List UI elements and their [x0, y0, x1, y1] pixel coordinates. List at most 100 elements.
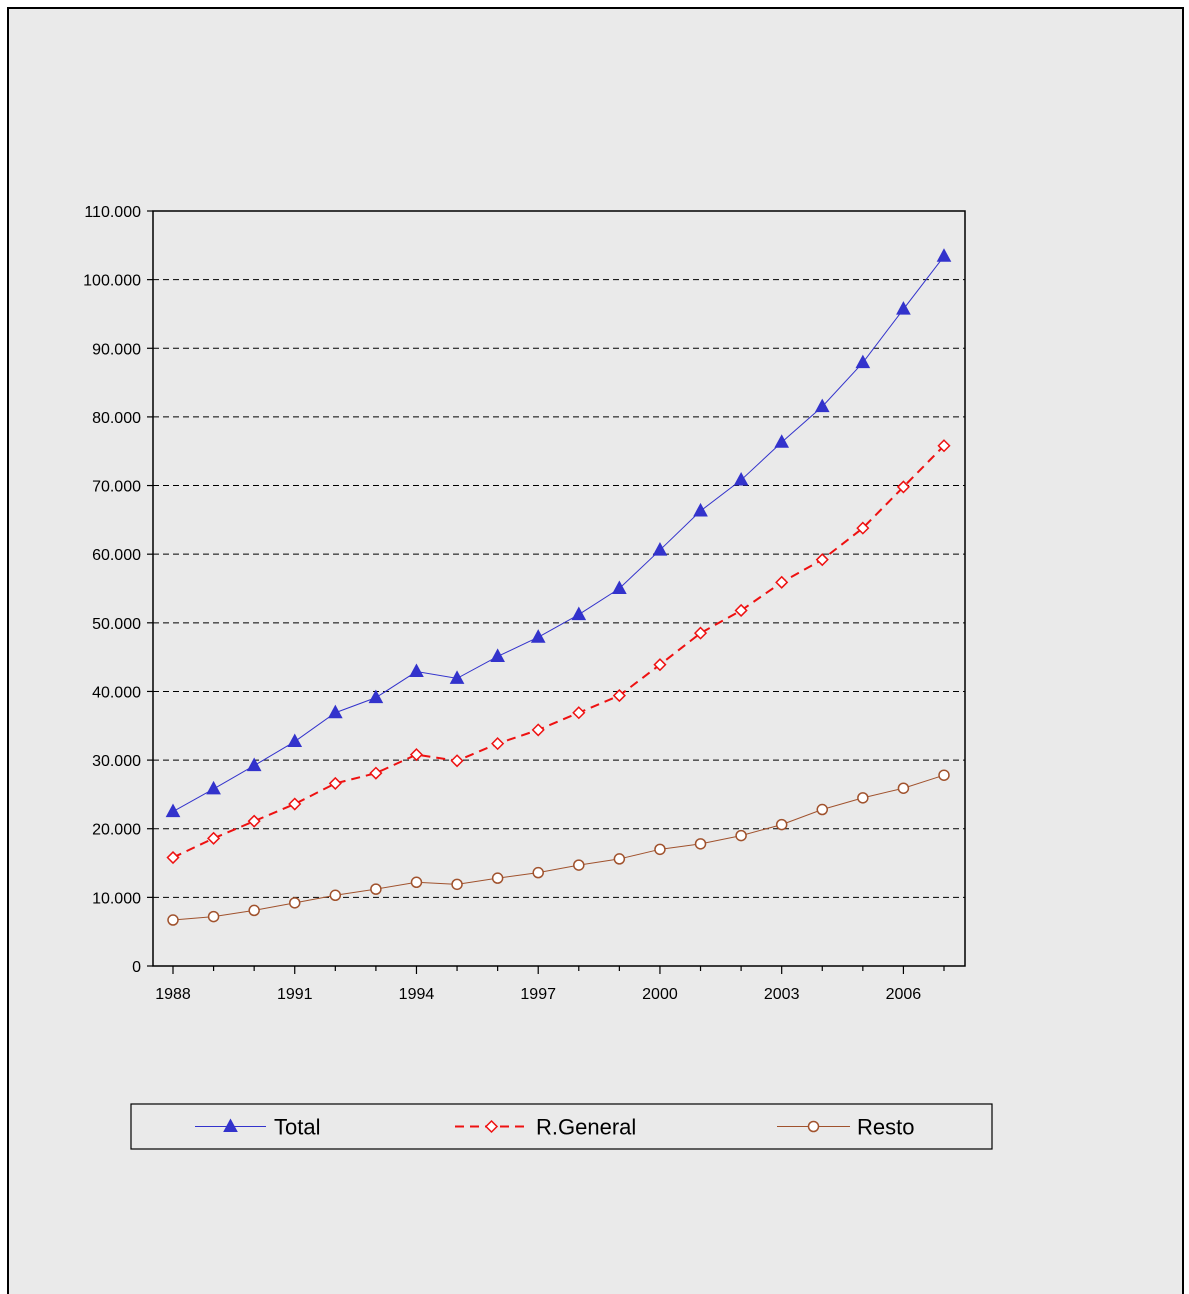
x-tick-label: 1988 — [155, 986, 191, 1003]
x-tick-label: 2006 — [886, 986, 922, 1003]
data-point-r-general — [572, 706, 586, 720]
data-point-r-general — [450, 754, 464, 768]
series-resto — [167, 769, 950, 926]
data-point-total — [368, 689, 384, 704]
data-point-r-general — [937, 439, 951, 453]
data-point-resto — [735, 829, 747, 842]
data-point-r-general — [531, 723, 545, 737]
data-point-resto — [329, 889, 342, 902]
y-tick-label: 10.000 — [92, 890, 141, 907]
y-tick-label: 60.000 — [92, 547, 141, 564]
data-point-total — [327, 704, 343, 719]
data-point-resto — [207, 910, 220, 923]
data-point-r-general — [612, 689, 626, 703]
series-r-general — [166, 439, 951, 865]
data-point-r-general — [207, 831, 221, 845]
data-point-r-general — [166, 850, 180, 865]
data-point-resto — [897, 782, 910, 794]
data-point-total — [165, 803, 181, 818]
data-point-resto — [938, 769, 950, 781]
data-point-total — [287, 733, 303, 748]
series-total — [165, 248, 952, 818]
data-point-r-general — [734, 603, 748, 618]
data-point-total — [409, 663, 424, 678]
series-line-total — [172, 255, 945, 813]
data-point-total — [896, 301, 911, 315]
data-point-resto — [167, 914, 179, 926]
y-tick-label: 70.000 — [92, 479, 141, 496]
x-tick-label: 2003 — [764, 986, 800, 1003]
data-point-resto — [451, 878, 463, 891]
data-point-total — [490, 648, 505, 662]
series-group — [165, 248, 952, 926]
data-point-total — [612, 580, 627, 594]
y-tick-label: 110.000 — [84, 204, 141, 221]
legend-marker-resto — [807, 1120, 820, 1133]
data-point-r-general — [693, 626, 708, 640]
data-point-resto — [491, 872, 504, 884]
data-point-r-general — [491, 737, 505, 751]
data-point-total — [936, 248, 952, 262]
legend-label-r-general: R.General — [536, 1115, 636, 1140]
legend-label-total: Total — [274, 1115, 320, 1140]
legend-entry-resto: Resto — [777, 1115, 914, 1140]
data-point-r-general — [653, 658, 667, 672]
data-point-resto — [573, 859, 585, 871]
y-tick-label: 100.000 — [83, 273, 141, 290]
data-point-resto — [775, 818, 788, 831]
legend-entry-r-general: R.General — [455, 1115, 636, 1140]
data-point-r-general — [409, 748, 424, 762]
series-line-resto — [172, 774, 945, 921]
data-point-total — [246, 757, 262, 772]
legend-entry-total: Total — [195, 1115, 320, 1140]
data-point-resto — [410, 876, 423, 889]
data-point-total — [652, 542, 668, 556]
data-point-total — [774, 434, 790, 448]
data-point-resto — [288, 897, 301, 909]
data-point-r-general — [896, 480, 910, 494]
legend-marker-total — [223, 1118, 238, 1132]
legend: Total R.General Resto — [130, 1103, 993, 1150]
axes: 0 10.000 20.000 30.000 40.000 50.000 60.000 70.… — [83, 204, 945, 1003]
data-point-total — [693, 502, 708, 517]
x-tick-label: 1991 — [277, 986, 313, 1003]
data-point-resto — [613, 853, 626, 865]
data-point-resto — [532, 866, 544, 879]
x-tick-label: 1997 — [520, 986, 556, 1003]
data-point-total — [814, 398, 830, 413]
gridlines — [153, 279, 965, 898]
series-line-r-general — [172, 445, 945, 859]
y-tick-label: 20.000 — [92, 822, 141, 839]
data-point-r-general — [369, 766, 383, 780]
data-point-resto — [370, 883, 382, 895]
data-point-resto — [248, 904, 260, 917]
data-point-resto — [857, 792, 869, 804]
data-point-total — [733, 472, 749, 486]
x-tick-label: 2000 — [642, 986, 678, 1003]
y-tick-label: 80.000 — [92, 410, 141, 427]
data-point-total — [855, 354, 871, 369]
plot-area — [152, 210, 966, 967]
data-point-total — [530, 629, 546, 643]
data-point-resto — [816, 803, 829, 816]
data-point-r-general — [815, 553, 829, 567]
y-tick-label: 90.000 — [92, 341, 141, 358]
chart-frame — [7, 7, 1184, 1294]
data-point-r-general — [247, 814, 261, 828]
data-point-total — [206, 780, 221, 795]
data-point-r-general — [328, 776, 342, 790]
data-point-r-general — [288, 797, 302, 811]
y-tick-label: 50.000 — [92, 616, 141, 633]
y-tick-label: 0 — [132, 959, 141, 976]
data-point-total — [449, 670, 465, 684]
x-tick-label: 1994 — [399, 986, 435, 1003]
legend-marker-r-general — [484, 1119, 499, 1134]
data-point-r-general — [856, 521, 870, 535]
data-point-r-general — [775, 575, 789, 589]
legend-label-resto: Resto — [857, 1115, 914, 1140]
y-tick-label: 30.000 — [92, 753, 141, 770]
data-point-resto — [654, 843, 666, 856]
y-tick-label: 40.000 — [92, 684, 141, 701]
data-point-total — [571, 606, 587, 621]
